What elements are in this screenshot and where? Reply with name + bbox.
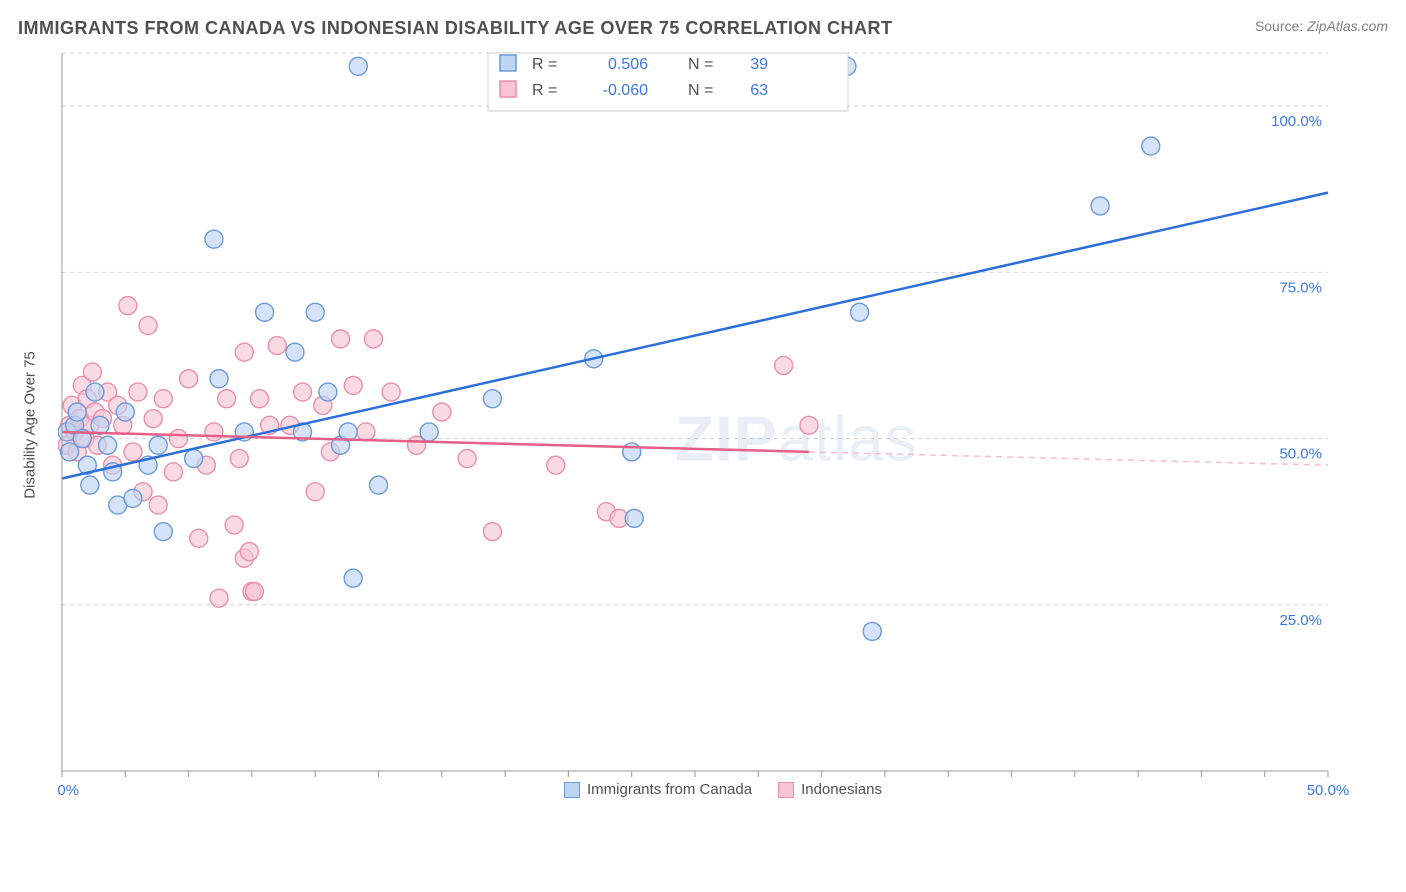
data-point [68,403,86,421]
data-point [210,589,228,607]
data-point [245,583,263,601]
data-point [154,390,172,408]
data-point [357,423,375,441]
legend-n-value: 63 [750,82,768,99]
source-prefix: Source: [1255,18,1307,34]
data-point [144,410,162,428]
data-point [205,230,223,248]
data-point [483,523,501,541]
data-point [210,370,228,388]
data-point [800,416,818,434]
legend-swatch [500,81,516,97]
legend-n-label: N = [688,82,713,99]
data-point [1142,137,1160,155]
data-point [81,476,99,494]
data-point [306,483,324,501]
data-point [99,436,117,454]
y-axis-title: Disability Age Over 75 [22,351,39,499]
data-point [382,383,400,401]
data-point [240,543,258,561]
data-point [180,370,198,388]
data-point [190,529,208,547]
x-tick-label: 50.0% [1307,782,1350,799]
data-point [250,390,268,408]
data-point [547,456,565,474]
legend-r-value: 0.506 [608,56,648,73]
data-point [623,443,641,461]
legend-swatch [500,55,516,71]
scatter-chart: 25.0% 50.0% 75.0% 100.0% ZIPatlas 0.0% 50.0% R … [58,45,1388,805]
y-tick-label: 75.0% [1279,279,1322,296]
data-point [349,57,367,75]
data-point [344,376,362,394]
data-point [169,430,187,448]
data-point [129,383,147,401]
data-point [154,523,172,541]
data-point [164,463,182,481]
data-point [268,337,286,355]
data-point [458,450,476,468]
data-point [863,622,881,640]
chart-area: Disability Age Over 75 25.0%50.0%75.0%10… [58,45,1388,805]
data-point [256,303,274,321]
header-row: IMMIGRANTS FROM CANADA VS INDONESIAN DIS… [18,18,1388,39]
y-tick-label: 25.0% [1279,612,1322,629]
data-point [306,303,324,321]
data-point [1091,197,1109,215]
data-point [420,423,438,441]
data-point [185,450,203,468]
data-point [433,403,451,421]
legend-r-value: -0.060 [603,82,648,99]
data-point [370,476,388,494]
y-tick-label: 100.0% [1271,113,1322,130]
data-point [83,363,101,381]
data-point [205,423,223,441]
source-name: ZipAtlas.com [1307,18,1388,34]
data-point [116,403,134,421]
data-point [86,383,104,401]
data-point [235,343,253,361]
watermark: ZIPatlas [675,403,918,475]
x-tick-label: 0.0% [58,782,79,799]
legend-r-label: R = [532,82,557,99]
data-point [483,390,501,408]
data-point [230,450,248,468]
data-point [225,516,243,534]
source-credit: Source: ZipAtlas.com [1255,18,1388,34]
data-point [344,569,362,587]
data-point [294,383,312,401]
data-point [149,436,167,454]
data-point [139,317,157,335]
data-point [149,496,167,514]
data-point [319,383,337,401]
data-point [364,330,382,348]
data-point [218,390,236,408]
data-point [851,303,869,321]
data-point [625,509,643,527]
data-point [775,356,793,374]
data-point [124,489,142,507]
y-tick-label: 50.0% [1279,446,1322,463]
data-point [286,343,304,361]
data-point [124,443,142,461]
legend-r-label: R = [532,56,557,73]
chart-title: IMMIGRANTS FROM CANADA VS INDONESIAN DIS… [18,18,893,39]
legend-n-label: N = [688,56,713,73]
data-point [332,330,350,348]
legend-n-value: 39 [750,56,768,73]
data-point [119,297,137,315]
